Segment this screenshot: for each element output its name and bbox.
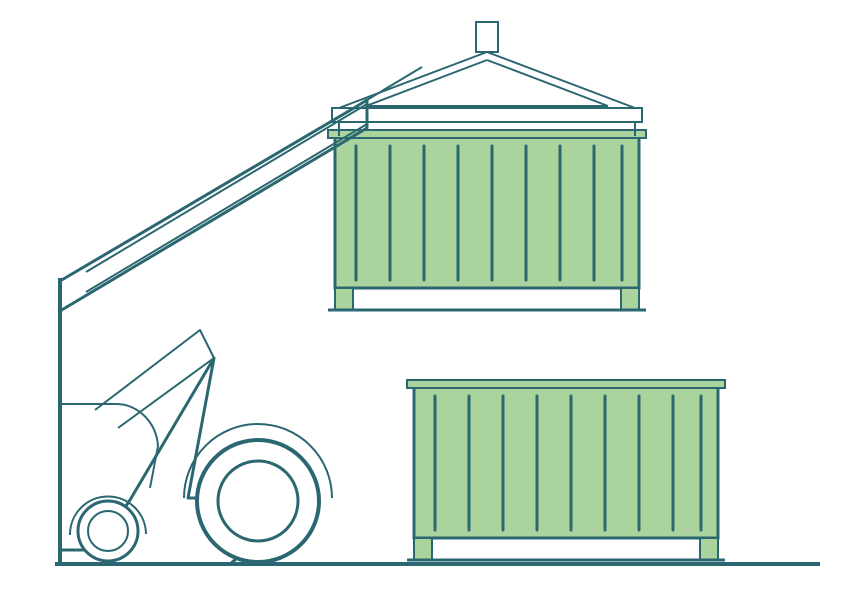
container-bottom: [407, 380, 725, 560]
wheel-large-icon: [197, 440, 319, 562]
vehicle: [60, 278, 332, 564]
reach-stacker-diagram: [0, 0, 844, 597]
container-top: [328, 130, 646, 310]
spreader: [332, 22, 642, 136]
